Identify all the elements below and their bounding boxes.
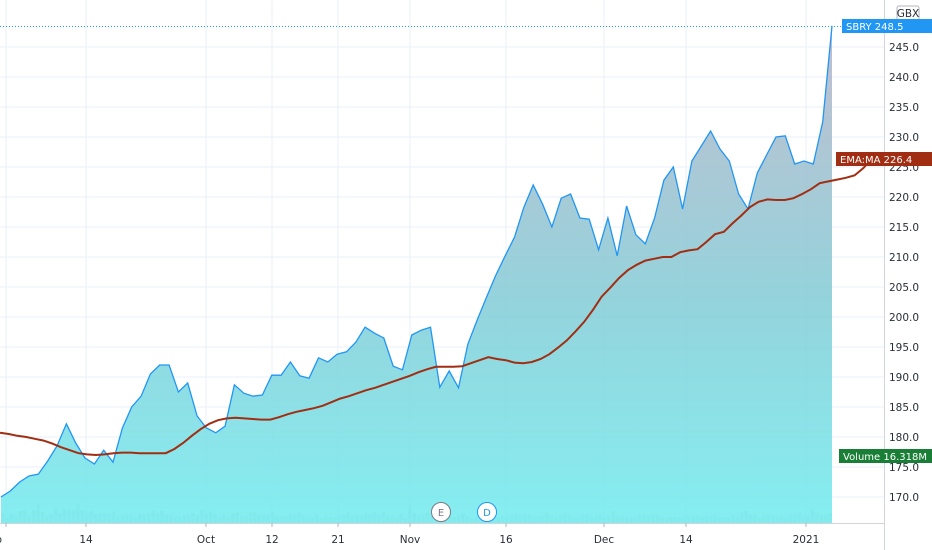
currency-label: GBX (897, 8, 920, 20)
event-marker-d[interactable]: D (477, 502, 497, 522)
price-tag-volume: Volume 16.318M (839, 449, 932, 463)
event-marker-label: E (438, 508, 444, 519)
y-tick-label: 170.0 (889, 492, 919, 504)
event-marker-label: D (483, 508, 491, 519)
y-tick-label: 230.0 (889, 132, 919, 144)
y-tick-label: 175.0 (889, 462, 919, 474)
y-tick-label: 205.0 (889, 282, 919, 294)
price-tag-sbry: SBRY 248.5 (842, 19, 932, 33)
x-tick-label: 16 (499, 534, 513, 546)
event-marker-e[interactable]: E (431, 502, 451, 522)
y-tick-label: 200.0 (889, 312, 919, 324)
y-tick-label: 195.0 (889, 342, 919, 354)
y-tick-label: 210.0 (889, 252, 919, 264)
price-tags: SBRY 248.5 EMA:MA 226.4 Volume 16.318M (836, 19, 932, 463)
x-tick-label: 21 (331, 534, 344, 546)
y-tick-label: 185.0 (889, 402, 919, 414)
x-tick-label: Nov (400, 534, 421, 546)
y-tick-label: 245.0 (889, 42, 919, 54)
svg-text:Volume 16.318M: Volume 16.318M (843, 452, 927, 463)
x-tick-label: 14 (79, 534, 93, 546)
x-tick-label: 2021 (793, 534, 820, 546)
y-tick-label: 215.0 (889, 222, 919, 234)
x-tick-label: ep (0, 534, 2, 546)
x-tick-label: Dec (594, 534, 615, 546)
svg-text:SBRY 248.5: SBRY 248.5 (846, 22, 903, 33)
y-tick-label: 190.0 (889, 372, 919, 384)
y-tick-label: 220.0 (889, 192, 919, 204)
x-tick-label: 14 (679, 534, 693, 546)
currency-badge: GBX (896, 5, 920, 22)
x-tick-label: 12 (265, 534, 278, 546)
ema-path (0, 157, 873, 457)
price-tag-ema-ma: EMA:MA 226.4 (836, 152, 932, 166)
ema-line (0, 157, 873, 457)
x-tick-label: Oct (197, 534, 215, 546)
price-line (0, 25, 833, 498)
y-tick-label: 240.0 (889, 72, 919, 84)
time-axis[interactable]: ep 14 Oct 12 21 Nov 16 Dec 14 2021 (0, 523, 819, 546)
svg-text:EMA:MA 226.4: EMA:MA 226.4 (840, 155, 912, 166)
y-tick-label: 235.0 (889, 102, 919, 114)
price-area-fill (1, 26, 832, 523)
y-tick-label: 180.0 (889, 432, 919, 444)
price-area (0, 25, 833, 523)
